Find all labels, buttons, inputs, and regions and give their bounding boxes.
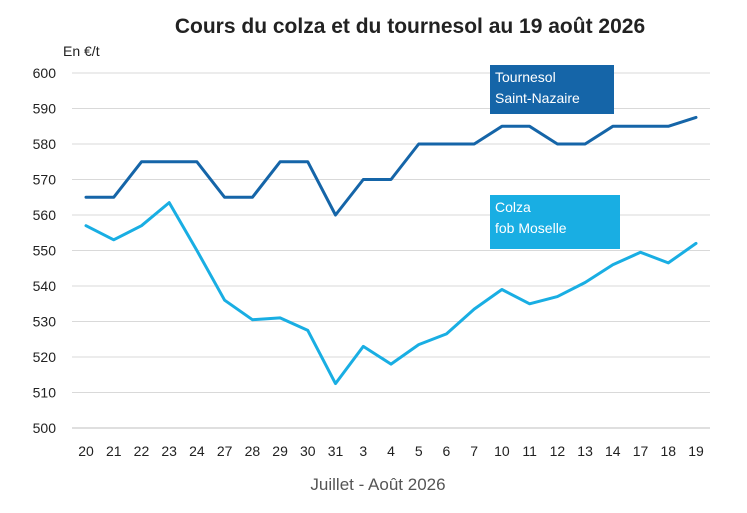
chart-title: Cours du colza et du tournesol au 19 aoû… — [175, 15, 645, 38]
x-tick-label: 24 — [189, 443, 205, 459]
x-tick-label: 27 — [217, 443, 233, 459]
x-tick-label: 13 — [577, 443, 593, 459]
x-tick-label: 23 — [161, 443, 177, 459]
y-tick-label: 500 — [33, 420, 57, 436]
x-tick-label: 21 — [106, 443, 122, 459]
series-label-box: Colza fob Moselle — [490, 195, 620, 249]
x-tick-label: 12 — [550, 443, 566, 459]
x-tick-label: 19 — [688, 443, 704, 459]
x-tick-label: 3 — [359, 443, 367, 459]
series-lines — [84, 115, 698, 386]
x-tick-label: 17 — [633, 443, 649, 459]
y-tick-labels: 500 510 520 530 540 550 560 570 580 590 600 — [33, 65, 57, 436]
x-tick-label: 29 — [272, 443, 288, 459]
x-tick-label: 5 — [415, 443, 423, 459]
y-tick-label: 570 — [33, 172, 57, 188]
x-tick-label: 30 — [300, 443, 316, 459]
series-label-text: Saint-Nazaire — [495, 90, 580, 106]
x-tick-labels: 20 21 22 23 24 27 28 29 30 31 3 4 5 6 7 10 11 12 13 14 17 18 1… — [78, 443, 704, 459]
series-label-background — [490, 195, 620, 249]
x-tick-label: 28 — [245, 443, 261, 459]
y-tick-label: 540 — [33, 278, 57, 294]
y-tick-label: 590 — [33, 101, 57, 117]
y-tick-label: 600 — [33, 65, 57, 81]
x-tick-label: 6 — [443, 443, 451, 459]
series-line — [84, 201, 698, 386]
series-label-text: fob Moselle — [495, 220, 567, 236]
series-label-text: Colza — [495, 199, 531, 215]
y-tick-label: 560 — [33, 207, 57, 223]
y-axis-unit: En €/t — [63, 43, 100, 59]
y-tick-label: 510 — [33, 385, 57, 401]
series-label-box: Tournesol Saint-Nazaire — [490, 65, 614, 114]
x-tick-label: 4 — [387, 443, 395, 459]
series-label-text: Tournesol — [495, 69, 556, 85]
x-tick-label: 11 — [522, 443, 537, 459]
x-tick-label: 18 — [660, 443, 676, 459]
x-tick-label: 22 — [134, 443, 150, 459]
series-labels: Tournesol Saint-Nazaire Colza fob Moselle — [490, 65, 620, 249]
y-tick-label: 530 — [33, 314, 57, 330]
series-line — [84, 115, 698, 217]
x-tick-label: 10 — [494, 443, 510, 459]
y-tick-label: 580 — [33, 136, 57, 152]
x-tick-label: 7 — [470, 443, 478, 459]
series-label-background — [490, 65, 614, 114]
x-axis-label: Juillet - Août 2026 — [310, 475, 445, 494]
x-tick-label: 20 — [78, 443, 94, 459]
x-tick-label: 14 — [605, 443, 621, 459]
y-tick-label: 520 — [33, 349, 57, 365]
y-tick-label: 550 — [33, 243, 57, 259]
x-tick-label: 31 — [328, 443, 344, 459]
